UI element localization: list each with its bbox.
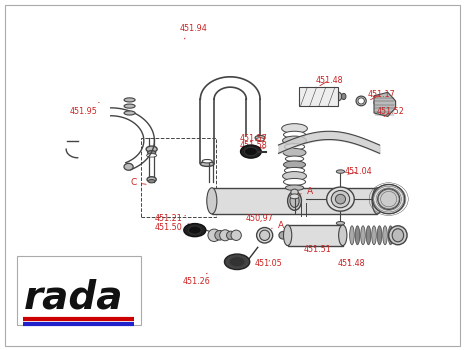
Ellipse shape: [372, 226, 376, 245]
Ellipse shape: [284, 131, 306, 138]
Ellipse shape: [124, 98, 135, 102]
Ellipse shape: [283, 136, 306, 145]
Ellipse shape: [257, 228, 272, 243]
Text: 451.04: 451.04: [345, 167, 372, 176]
Ellipse shape: [245, 147, 257, 156]
Ellipse shape: [188, 226, 201, 234]
Text: A: A: [272, 222, 284, 231]
Bar: [17, 256, 140, 325]
Ellipse shape: [286, 156, 304, 162]
Ellipse shape: [146, 154, 157, 157]
Ellipse shape: [336, 222, 345, 225]
Bar: [212, 188, 377, 214]
Text: 451.50: 451.50: [154, 223, 189, 232]
Ellipse shape: [378, 189, 400, 209]
Ellipse shape: [356, 96, 366, 106]
Ellipse shape: [208, 229, 220, 241]
Ellipse shape: [389, 226, 407, 245]
Polygon shape: [374, 92, 396, 117]
Text: 451.94: 451.94: [179, 24, 207, 39]
Ellipse shape: [124, 111, 135, 115]
Ellipse shape: [327, 187, 354, 211]
Text: A: A: [300, 187, 313, 196]
Ellipse shape: [215, 230, 225, 240]
Ellipse shape: [336, 170, 345, 173]
Text: 451.21: 451.21: [154, 214, 186, 223]
Ellipse shape: [392, 229, 404, 242]
Ellipse shape: [147, 177, 156, 182]
Ellipse shape: [350, 226, 354, 245]
Ellipse shape: [377, 226, 382, 245]
Ellipse shape: [284, 225, 292, 246]
Ellipse shape: [200, 162, 214, 166]
Ellipse shape: [335, 194, 345, 204]
Ellipse shape: [229, 257, 245, 267]
Ellipse shape: [334, 92, 342, 101]
Text: 450.97: 450.97: [245, 214, 273, 223]
Ellipse shape: [283, 172, 306, 181]
Ellipse shape: [331, 190, 350, 208]
Ellipse shape: [284, 178, 306, 186]
Ellipse shape: [283, 148, 306, 157]
Ellipse shape: [285, 167, 305, 174]
Ellipse shape: [372, 196, 377, 203]
Ellipse shape: [259, 230, 270, 240]
Ellipse shape: [339, 225, 347, 246]
Text: 451.26: 451.26: [183, 273, 211, 286]
Ellipse shape: [372, 188, 382, 214]
Bar: [140, 138, 216, 217]
Ellipse shape: [231, 230, 241, 240]
Bar: [299, 87, 338, 106]
Ellipse shape: [290, 194, 299, 199]
Ellipse shape: [279, 231, 287, 239]
Text: 451.51: 451.51: [304, 245, 332, 254]
Ellipse shape: [388, 226, 393, 245]
Text: rada: rada: [23, 279, 123, 317]
Ellipse shape: [291, 189, 298, 195]
Ellipse shape: [240, 145, 261, 158]
Ellipse shape: [226, 231, 235, 239]
Text: 451.58: 451.58: [239, 141, 267, 150]
Ellipse shape: [284, 161, 306, 168]
Ellipse shape: [282, 124, 307, 133]
Ellipse shape: [372, 184, 405, 214]
Text: 451.05: 451.05: [254, 259, 282, 268]
Ellipse shape: [148, 180, 155, 183]
Ellipse shape: [225, 254, 250, 270]
Ellipse shape: [207, 188, 217, 214]
Text: 451.48: 451.48: [315, 76, 343, 86]
Ellipse shape: [124, 104, 135, 108]
Ellipse shape: [358, 98, 365, 104]
Ellipse shape: [147, 150, 156, 155]
Ellipse shape: [184, 224, 206, 237]
Ellipse shape: [219, 230, 231, 241]
Ellipse shape: [341, 93, 346, 99]
Ellipse shape: [202, 160, 213, 163]
Ellipse shape: [288, 191, 301, 210]
Ellipse shape: [124, 163, 133, 170]
Ellipse shape: [374, 98, 383, 107]
Text: 451.57: 451.57: [239, 134, 267, 144]
Ellipse shape: [256, 138, 264, 141]
Ellipse shape: [285, 144, 305, 150]
Ellipse shape: [286, 185, 304, 190]
Bar: [288, 225, 343, 246]
Text: 451.17: 451.17: [368, 90, 396, 100]
Ellipse shape: [383, 226, 387, 245]
Ellipse shape: [290, 194, 299, 208]
Ellipse shape: [255, 135, 265, 140]
Text: C: C: [131, 178, 146, 187]
Text: 451.95: 451.95: [69, 102, 99, 116]
Ellipse shape: [366, 226, 371, 245]
Ellipse shape: [361, 226, 365, 245]
Text: 451.48: 451.48: [337, 259, 365, 268]
Ellipse shape: [146, 146, 157, 152]
Text: 451.52: 451.52: [377, 107, 405, 117]
Ellipse shape: [355, 226, 360, 245]
